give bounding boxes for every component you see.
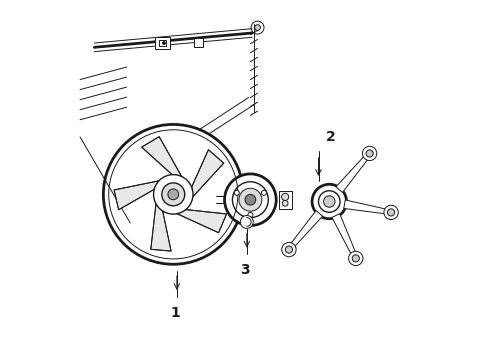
Polygon shape [142,137,182,176]
Polygon shape [336,152,371,192]
Circle shape [103,125,243,264]
Circle shape [282,193,289,201]
FancyBboxPatch shape [155,37,171,49]
Circle shape [168,189,179,200]
Circle shape [366,150,373,157]
Polygon shape [344,200,392,215]
Circle shape [224,174,276,226]
Circle shape [388,209,394,216]
Circle shape [153,175,193,214]
Text: 3: 3 [240,263,250,277]
Circle shape [262,190,267,195]
Polygon shape [114,181,159,210]
Circle shape [245,194,256,205]
Circle shape [384,205,398,220]
Polygon shape [287,211,322,251]
Circle shape [239,188,262,211]
Circle shape [282,201,288,206]
Circle shape [234,190,239,195]
Circle shape [352,255,359,262]
Polygon shape [151,204,171,251]
Circle shape [312,184,346,219]
Polygon shape [192,150,224,197]
Text: 1: 1 [170,306,180,320]
Circle shape [363,146,377,161]
Circle shape [348,251,363,266]
Circle shape [323,196,335,207]
Circle shape [248,212,253,217]
Circle shape [255,25,260,31]
Text: 2: 2 [326,130,336,144]
Circle shape [285,246,293,253]
Circle shape [162,183,185,206]
FancyBboxPatch shape [194,39,203,47]
FancyBboxPatch shape [159,40,166,46]
Circle shape [240,216,253,228]
FancyBboxPatch shape [279,191,292,209]
Circle shape [163,41,166,44]
Circle shape [282,242,296,257]
Polygon shape [332,214,358,259]
Polygon shape [177,210,226,233]
